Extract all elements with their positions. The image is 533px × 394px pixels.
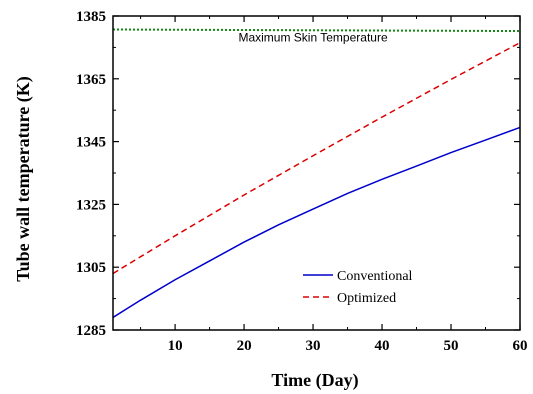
plot-lines	[112, 28, 521, 319]
annotation-max-skin-temperature: Maximum Skin Temperature	[238, 31, 387, 45]
x-tick-label: 40	[375, 338, 390, 354]
y-axis-title: Tube wall temperature (K)	[13, 76, 34, 281]
y-tick-label: 1325	[76, 197, 106, 213]
y-tick-label: 1305	[76, 260, 106, 276]
legend: Conventional Optimized	[303, 269, 413, 306]
annotations: Maximum Skin Temperature	[238, 31, 387, 45]
y-tick-label: 1385	[76, 9, 106, 25]
x-tick-label: 20	[237, 338, 252, 354]
plot-frame	[112, 15, 521, 331]
legend-label-conventional: Conventional	[337, 269, 413, 284]
x-tick-label: 30	[306, 338, 321, 354]
y-tick-label: 1285	[76, 323, 106, 339]
y-tick-label: 1345	[76, 135, 106, 151]
axes	[112, 15, 521, 331]
x-tick-label: 10	[168, 338, 183, 354]
ticks: 10 20 30 40 50 60 1285 1305 1325 1345 1365 1385	[76, 9, 528, 354]
y-tick-label: 1365	[76, 72, 106, 88]
series-line-conventional	[112, 126, 521, 319]
series-line-optimized	[112, 42, 521, 275]
x-tick-label: 50	[444, 338, 459, 354]
x-tick-label: 60	[513, 338, 528, 354]
legend-label-optimized: Optimized	[337, 291, 396, 306]
x-axis-title: Time (Day)	[271, 370, 358, 391]
